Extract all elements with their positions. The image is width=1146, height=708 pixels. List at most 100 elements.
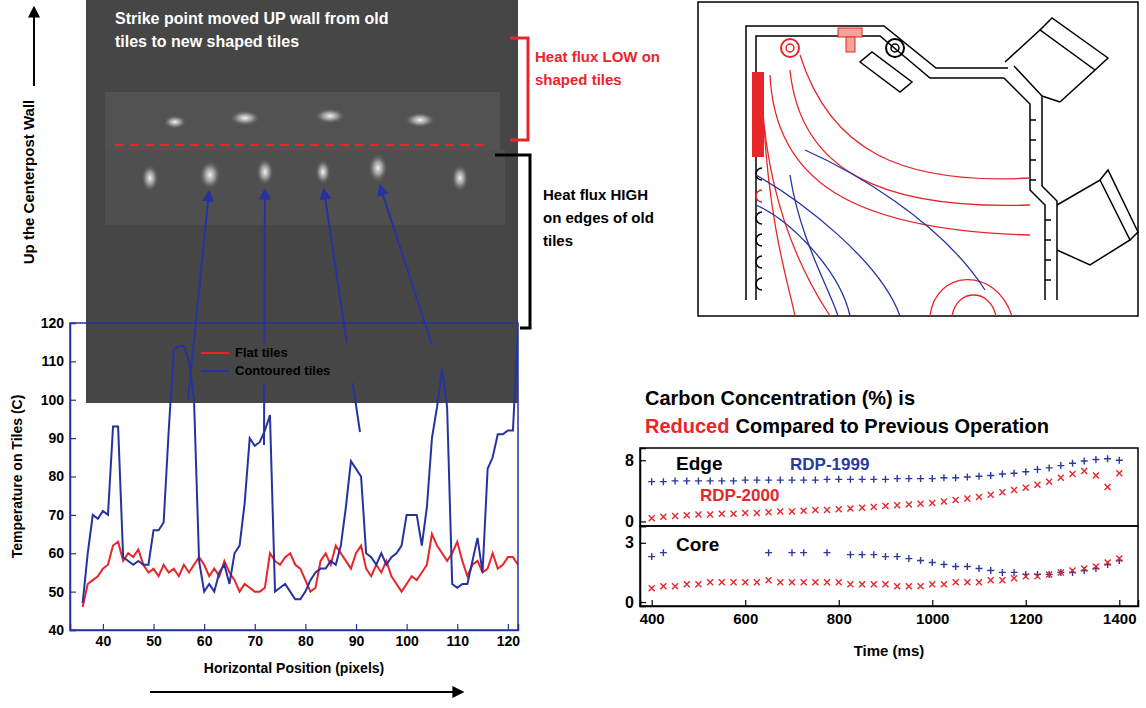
data-point <box>987 567 994 574</box>
data-point <box>940 474 947 481</box>
tick-label: 80 <box>48 468 64 484</box>
title-part: Compared to Previous Operation <box>735 415 1048 437</box>
data-point <box>731 511 737 517</box>
data-point <box>882 553 889 560</box>
tick: 110 <box>446 624 469 649</box>
axis-title: Horizontal Position (pixels) <box>204 660 384 676</box>
tick-mark <box>255 624 256 630</box>
tick: 1200 <box>1010 600 1043 627</box>
data-point <box>953 497 959 503</box>
data-point <box>1069 460 1076 467</box>
data-point <box>777 508 783 514</box>
tick: 100 <box>395 624 419 649</box>
tick-mark <box>745 600 746 606</box>
legend-label: Contoured tiles <box>235 363 330 378</box>
tick-mark <box>70 592 76 593</box>
data-point <box>801 508 807 514</box>
data-point <box>1116 457 1123 464</box>
coil <box>786 44 794 52</box>
data-point <box>1070 471 1076 477</box>
tick-label: 50 <box>48 584 64 600</box>
vessel-outline <box>1042 96 1060 102</box>
tick-mark <box>407 624 408 630</box>
data-point <box>917 475 924 482</box>
data-point <box>765 477 772 484</box>
tick-mark <box>103 624 104 630</box>
data-point <box>953 579 959 585</box>
tick-label: 1000 <box>916 610 949 627</box>
data-point <box>754 510 760 516</box>
data-point <box>707 477 714 484</box>
data-point <box>918 583 924 589</box>
title-part: Carbon Concentration (%) is <box>645 387 915 409</box>
legend-label: RDP-1999 <box>790 455 869 474</box>
data-point <box>952 474 959 481</box>
tick-label: 50 <box>146 633 162 649</box>
tick-label: 1400 <box>1103 610 1136 627</box>
data-point <box>906 583 912 589</box>
tick-mark <box>204 624 205 630</box>
field-line <box>790 70 1030 205</box>
tick-mark <box>70 400 76 401</box>
tick-label: 400 <box>640 610 665 627</box>
axis-title: Temperature on Tiles (C) <box>9 395 25 559</box>
data-point <box>906 502 912 508</box>
field-line <box>756 205 850 316</box>
axis: 405060708090100110120 <box>71 624 521 649</box>
hot-spot <box>256 158 274 186</box>
axis-line <box>71 624 519 631</box>
data-point <box>836 506 842 512</box>
data-point <box>672 513 678 519</box>
tick-mark <box>356 624 357 630</box>
data-point <box>940 561 947 568</box>
tick-label: 1200 <box>1010 610 1043 627</box>
data-point <box>707 579 713 585</box>
tick: 80 <box>48 468 76 484</box>
tick-mark <box>508 624 509 630</box>
plot-marks <box>83 331 518 607</box>
data-point <box>1081 458 1088 465</box>
data-point <box>766 577 772 583</box>
data-point <box>1011 470 1018 477</box>
data-point <box>648 478 655 485</box>
data-point <box>952 563 959 570</box>
data-point <box>999 489 1005 495</box>
data-point <box>1058 475 1064 481</box>
data-point <box>660 478 667 485</box>
data-point <box>847 476 854 483</box>
data-point <box>999 577 1005 583</box>
data-point <box>941 581 947 587</box>
data-point <box>1023 485 1029 491</box>
axis-line <box>71 324 77 631</box>
tick-mark <box>652 600 653 606</box>
tick-label: 40 <box>96 633 112 649</box>
direction-arrow <box>150 691 462 693</box>
data-point <box>1046 464 1053 471</box>
tick: 100 <box>41 392 76 408</box>
data-point <box>859 581 865 587</box>
tick: 120 <box>41 315 76 331</box>
hot-spot <box>451 164 469 192</box>
data-point <box>660 549 667 556</box>
plot-marks <box>648 549 1123 591</box>
image-band <box>105 150 505 225</box>
data-point <box>672 477 679 484</box>
axis: 400600800100012001400 <box>640 600 1139 627</box>
tick: 40 <box>48 622 76 638</box>
tick: 50 <box>48 584 76 600</box>
data-point <box>742 579 748 585</box>
tick: 70 <box>247 624 263 649</box>
coil <box>846 37 855 52</box>
data-point <box>1046 571 1052 577</box>
data-point <box>836 579 842 585</box>
tick: 600 <box>733 600 758 627</box>
tick-mark <box>70 323 76 324</box>
hot-spot <box>314 108 346 124</box>
data-point <box>695 581 701 587</box>
tick-label: 0 <box>625 513 634 530</box>
data-point <box>649 515 655 521</box>
tick-mark <box>839 600 840 606</box>
data-point <box>660 583 666 589</box>
tick: 1400 <box>1103 600 1136 627</box>
data-point <box>684 512 690 518</box>
